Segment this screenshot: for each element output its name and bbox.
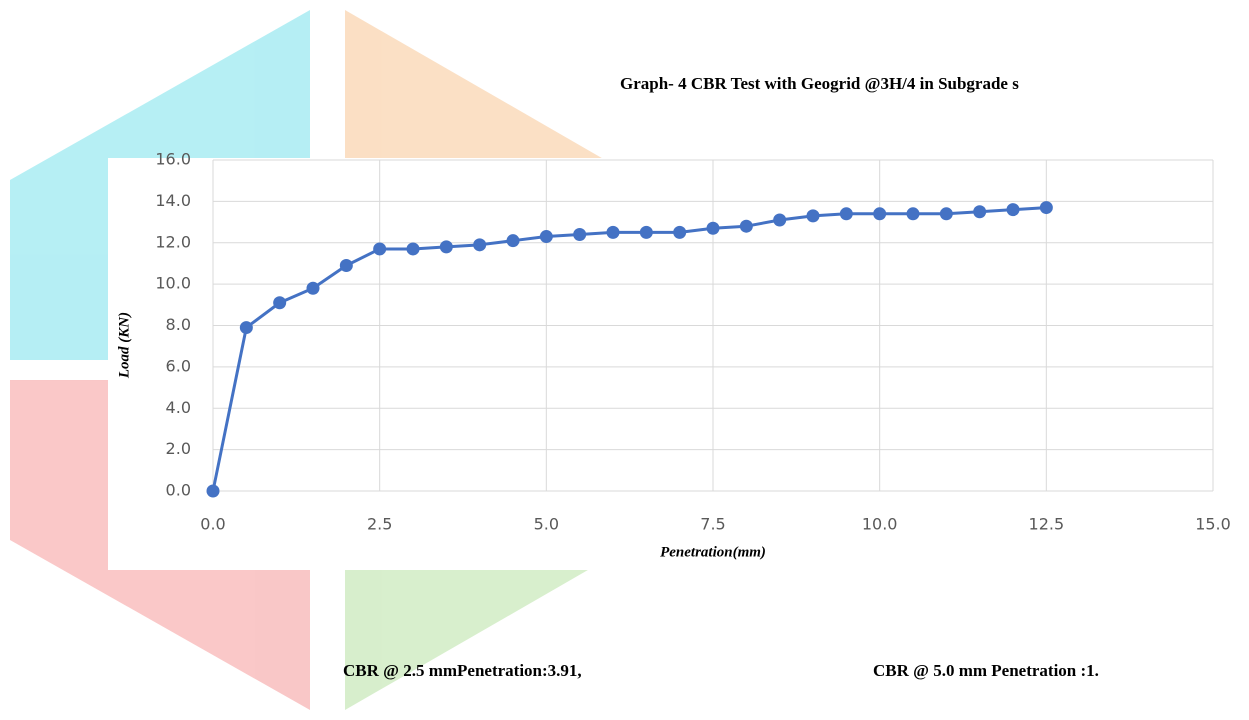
x-tick-label: 10.0 bbox=[862, 515, 898, 534]
data-point bbox=[206, 484, 220, 498]
y-tick-label: 2.0 bbox=[166, 439, 191, 458]
y-tick-label: 16.0 bbox=[155, 150, 191, 169]
data-point bbox=[239, 321, 253, 335]
x-tick-label: 2.5 bbox=[367, 515, 392, 534]
data-point bbox=[939, 207, 953, 221]
data-point bbox=[873, 207, 887, 221]
data-point bbox=[1039, 201, 1053, 215]
annotation: CBR @ 2.5 mmPenetration:3.91, bbox=[343, 661, 582, 680]
data-point bbox=[673, 225, 687, 239]
y-tick-label: 14.0 bbox=[155, 191, 191, 210]
x-tick-label: 7.5 bbox=[700, 515, 725, 534]
data-point bbox=[773, 213, 787, 227]
y-tick-label: 8.0 bbox=[166, 315, 191, 334]
data-point bbox=[739, 219, 753, 233]
chart-area bbox=[108, 158, 1249, 570]
data-point bbox=[339, 259, 353, 273]
data-point bbox=[473, 238, 487, 252]
data-point bbox=[639, 225, 653, 239]
data-point bbox=[406, 242, 420, 256]
data-point bbox=[1006, 203, 1020, 217]
data-point bbox=[306, 281, 320, 295]
data-point bbox=[573, 227, 587, 241]
y-tick-label: 6.0 bbox=[166, 356, 191, 375]
y-tick-label: 10.0 bbox=[155, 274, 191, 293]
data-point bbox=[373, 242, 387, 256]
data-point bbox=[506, 234, 520, 248]
y-axis-label: Load (KN) bbox=[116, 312, 132, 379]
x-axis-label: Penetration(mm) bbox=[660, 544, 766, 560]
x-tick-label: 0.0 bbox=[200, 515, 225, 534]
data-point bbox=[839, 207, 853, 221]
data-point bbox=[439, 240, 453, 254]
data-point bbox=[606, 225, 620, 239]
x-tick-label: 5.0 bbox=[534, 515, 559, 534]
chart-title: Graph- 4 CBR Test with Geogrid @3H/4 in … bbox=[620, 74, 1019, 93]
annotation: CBR @ 5.0 mm Penetration :1. bbox=[873, 661, 1099, 680]
data-point bbox=[806, 209, 820, 223]
data-point bbox=[706, 221, 720, 235]
y-tick-label: 4.0 bbox=[166, 398, 191, 417]
data-point bbox=[273, 296, 287, 310]
x-tick-label: 12.5 bbox=[1029, 515, 1065, 534]
data-point bbox=[539, 230, 553, 244]
y-tick-label: 12.0 bbox=[155, 232, 191, 251]
data-point bbox=[906, 207, 920, 221]
y-tick-label: 0.0 bbox=[166, 481, 191, 500]
x-tick-label: 15.0 bbox=[1195, 515, 1231, 534]
data-point bbox=[973, 205, 987, 219]
